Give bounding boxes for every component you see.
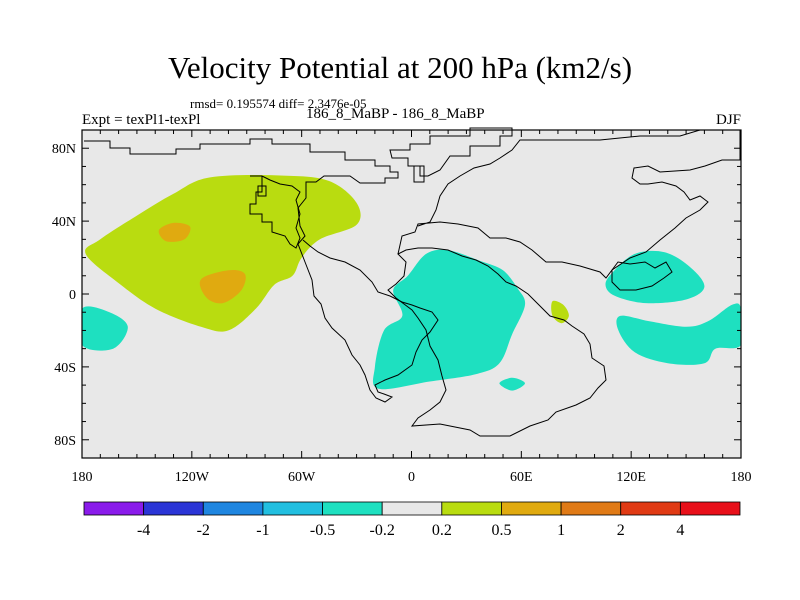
colorbar-label: -2 [197,522,210,539]
coastline-southeast-asia [611,261,673,291]
season-label: DJF [715,112,741,128]
colorbar [83,501,741,516]
negative-anomaly-south-atlantic-blob [499,377,525,391]
colorbar-swatch [441,501,502,516]
colorbar-swatch [620,501,681,516]
colorbar-label: 0.2 [432,522,452,539]
colorbar-label: 2 [617,522,625,539]
coastline-island-small [413,165,425,183]
colorbar-label: 4 [676,522,684,539]
x-tick-label: 60E [510,470,533,485]
colorbar-swatch [560,501,622,516]
colorbar-swatch [679,501,741,516]
colorbar-swatch [262,501,323,516]
chart-title: Velocity Potential at 200 hPa (km2/s) [167,50,633,85]
x-axis-labels: 180 120W 60W 0 60E 120E 180 [72,470,752,485]
colorbar-swatch [381,501,443,516]
colorbar-swatch [501,501,562,516]
axis-ticks [81,129,742,459]
stats-label: rmsd= 0.195574 diff= 2.3476e-05 [190,96,367,111]
colorbar-label: -0.5 [310,522,335,539]
colorbar-label: -1 [256,522,269,539]
colorbar-swatch [202,501,264,516]
colorbar-label: -4 [137,522,150,539]
positive-anomaly-west-pacific [85,175,361,332]
y-tick-label: 40N [52,215,76,230]
colorbar-swatch [83,501,145,516]
positive-anomaly-core-south [199,270,246,304]
colorbar-label: 0.5 [491,522,511,539]
y-axis-labels: 80N 40N 0 40S 80S [52,142,76,449]
coastline-eurasia-africa [387,129,741,437]
coastline-north-america [84,138,439,403]
y-tick-label: 80N [52,142,76,157]
negative-anomaly-africa [372,249,526,390]
x-tick-label: 60W [288,470,316,485]
case-label: 186_8_MaBP - 186_8_MaBP [306,106,485,122]
x-tick-label: 120E [616,470,646,485]
positive-anomaly-core-north [158,222,191,242]
coastline-lake [257,185,267,197]
y-tick-label: 80S [54,434,76,449]
negative-anomaly-south-pacific [616,303,741,365]
colorbar-label: -0.2 [370,522,395,539]
colorbar-labels: -4 -2 -1 -0.5 -0.2 0.2 0.5 1 2 4 [137,522,684,539]
colorbar-label: 1 [557,522,565,539]
coastlines [84,127,741,437]
colorbar-swatch [143,501,204,516]
colorbar-swatch [322,501,383,516]
x-tick-label: 180 [731,470,752,485]
negative-anomaly-east-pacific [82,306,128,351]
y-tick-label: 0 [69,288,76,303]
coastline-hudson-bay [249,175,301,249]
x-tick-label: 0 [408,470,415,485]
y-tick-label: 40S [54,361,76,376]
x-tick-label: 120W [175,470,210,485]
experiment-label: Expt = texPl1-texPl [82,112,201,128]
x-tick-label: 180 [72,470,93,485]
